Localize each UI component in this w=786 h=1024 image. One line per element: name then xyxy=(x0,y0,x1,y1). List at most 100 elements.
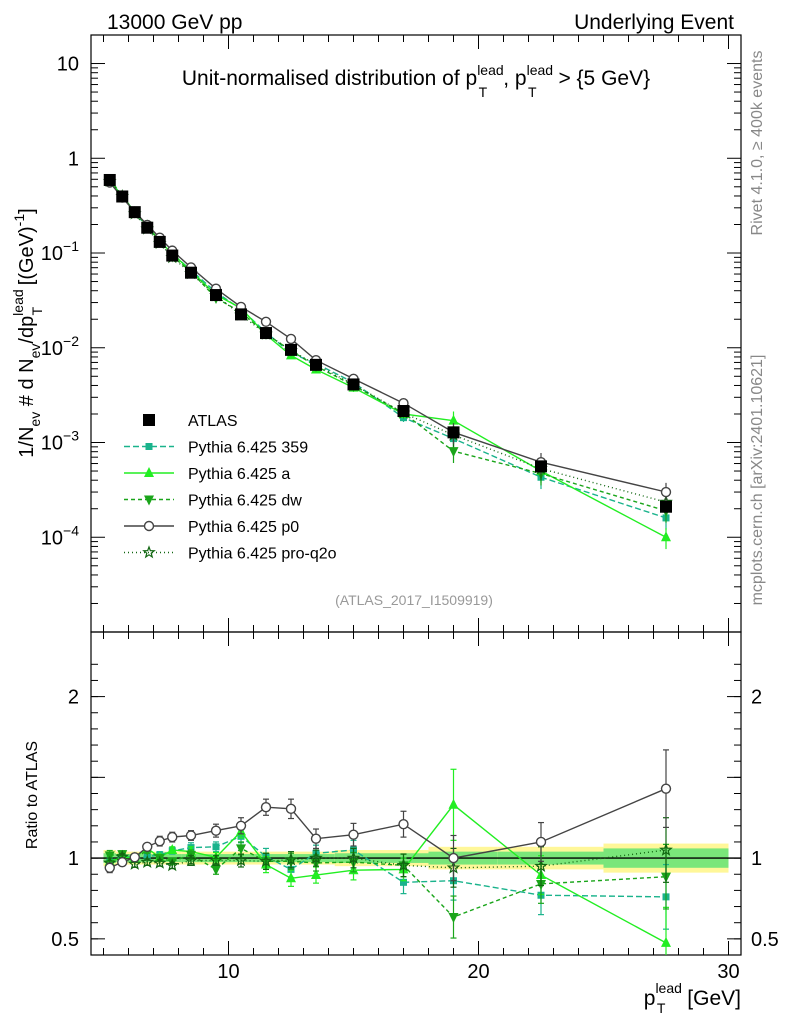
ytick-exponent: −3 xyxy=(63,428,79,444)
ratio-point-proq2o xyxy=(152,855,167,869)
ylabel-d: [(GeV) xyxy=(16,226,38,290)
ratio-point-p0 xyxy=(117,856,128,868)
xlabel-sub: T xyxy=(657,1000,666,1016)
ratio-panel: 0.5 0.5 1 1 2 2 10 20 30 xyxy=(51,631,779,983)
main-point-atlas xyxy=(103,173,116,186)
ratio-point-proq2o xyxy=(259,854,273,868)
ratio-point-p0 xyxy=(285,803,297,815)
main-point-atlas xyxy=(185,266,197,279)
main-point-p0 xyxy=(285,333,297,345)
ratio-point-dw xyxy=(211,865,221,876)
main-ytick-label: 10−2 xyxy=(41,333,79,360)
ratio-series xyxy=(102,749,673,955)
ratio-point-proq2o xyxy=(140,854,155,868)
ratio-series-p359 xyxy=(106,829,670,930)
main-point-p0 xyxy=(260,316,272,327)
main-point-p0 xyxy=(660,486,672,498)
ytick-exponent: −1 xyxy=(63,238,79,254)
ratio-point-a xyxy=(286,872,296,883)
ratio-point-proq2o xyxy=(165,858,180,872)
xtick-label: 30 xyxy=(717,961,739,983)
ratio-point-p0 xyxy=(448,852,459,864)
ratio-line-proq2o xyxy=(109,849,667,869)
mcplots-label: mcplots.cern.ch [arXiv:2401.10621] xyxy=(749,355,766,606)
ratio-point-p0 xyxy=(210,825,222,836)
ylabel-a: 1/N xyxy=(16,427,38,458)
ratio-point-proq2o xyxy=(284,852,298,866)
legend-label-atlas: ATLAS xyxy=(188,413,238,430)
main-point-atlas xyxy=(347,378,360,391)
ratio-point-p0 xyxy=(398,818,409,830)
ratio-ytick-label-right: 2 xyxy=(751,687,762,709)
main-point-atlas xyxy=(310,358,322,371)
legend-label-p0: Pythia 6.425 p0 xyxy=(188,519,299,536)
main-point-atlas xyxy=(116,190,129,203)
legend-entry-a: Pythia 6.425 a xyxy=(124,466,290,483)
main-point-atlas xyxy=(210,289,222,302)
main-point-atlas xyxy=(166,249,179,262)
ratio-ytick-label-right: 1 xyxy=(751,848,762,870)
main-point-atlas xyxy=(235,308,247,321)
ratio-point-proq2o xyxy=(209,853,223,867)
ratio-point-a xyxy=(661,936,671,947)
legend-label-proq2o: Pythia 6.425 pro-q2o xyxy=(188,546,337,563)
ratio-point-proq2o xyxy=(346,850,361,864)
ratio-point-p0 xyxy=(167,831,178,843)
main-ytick-label: 10−1 xyxy=(41,238,79,265)
legend-entry-p359: Pythia 6.425 359 xyxy=(124,440,308,457)
ylabel-e: ] xyxy=(16,208,38,214)
main-ytick-label: 1 xyxy=(68,148,79,170)
plot-title-sup2: lead xyxy=(527,62,553,78)
legend-label-a: Pythia 6.425 a xyxy=(188,466,290,483)
ratio-point-proq2o xyxy=(184,853,198,867)
ylabel-c-sup: lead xyxy=(10,289,26,315)
ylabel-c: /dp xyxy=(16,316,38,344)
ylabel-c-sub: T xyxy=(29,306,45,315)
ratio-point-proq2o xyxy=(309,850,323,864)
ratio-point-proq2o xyxy=(396,858,411,872)
rivet-label: Rivet 4.1.0, ≥ 400k events xyxy=(749,51,766,236)
main-point-a xyxy=(661,531,671,542)
main-point-atlas xyxy=(128,206,141,219)
main-series-proq2o xyxy=(102,174,673,514)
ratio-point-p0 xyxy=(260,802,272,813)
xtick-label: 10 xyxy=(217,961,239,983)
ytick-exponent: −2 xyxy=(63,333,79,349)
main-series-atlas xyxy=(103,173,672,513)
ratio-point-p0 xyxy=(535,836,547,848)
main-ylabel: 1/Nev # d Nev/dplead T [(GeV)-1] xyxy=(10,208,45,457)
xlabel-a: p xyxy=(644,987,656,1010)
ratio-point-dw xyxy=(448,913,459,924)
ytick-exponent: −4 xyxy=(63,522,79,538)
legend-marker-dw xyxy=(144,495,154,506)
ratio-ytick-label-left: 2 xyxy=(68,687,79,709)
main-point-dw xyxy=(448,447,459,458)
ratio-point-proq2o xyxy=(127,856,142,870)
main-ytick-label: 10−3 xyxy=(41,428,79,455)
ratio-ticks: 0.5 0.5 1 1 2 2 10 20 30 xyxy=(51,632,779,983)
legend-label-p359: Pythia 6.425 359 xyxy=(188,440,308,457)
main-point-atlas xyxy=(141,221,154,234)
main-point-atlas xyxy=(285,343,297,356)
legend-entry-atlas: ATLAS xyxy=(143,413,238,430)
ratio-series-p0 xyxy=(104,749,672,882)
legend-marker-p0 xyxy=(143,520,155,532)
ratio-ytick-label-right: 0.5 xyxy=(751,929,779,951)
main-line-dw xyxy=(109,178,667,512)
ratio-ytick-label-left: 0.5 xyxy=(51,929,79,951)
plot-title-mid: , p xyxy=(503,67,526,90)
ratio-point-p0 xyxy=(660,783,672,794)
ratio-point-proq2o xyxy=(534,858,548,873)
main-point-atlas xyxy=(153,235,166,248)
ratio-point-a xyxy=(167,844,178,855)
plot-title-sup1: lead xyxy=(477,62,503,78)
ratio-ytick-label-left: 1 xyxy=(68,848,79,870)
ratio-point-proq2o xyxy=(234,853,248,867)
ratio-frame xyxy=(90,631,742,956)
ratio-line-a xyxy=(109,803,667,944)
legend-marker-proq2o xyxy=(142,545,156,559)
main-series xyxy=(102,173,673,550)
ratio-point-p0 xyxy=(185,830,197,841)
ratio-point-p0 xyxy=(348,829,359,840)
